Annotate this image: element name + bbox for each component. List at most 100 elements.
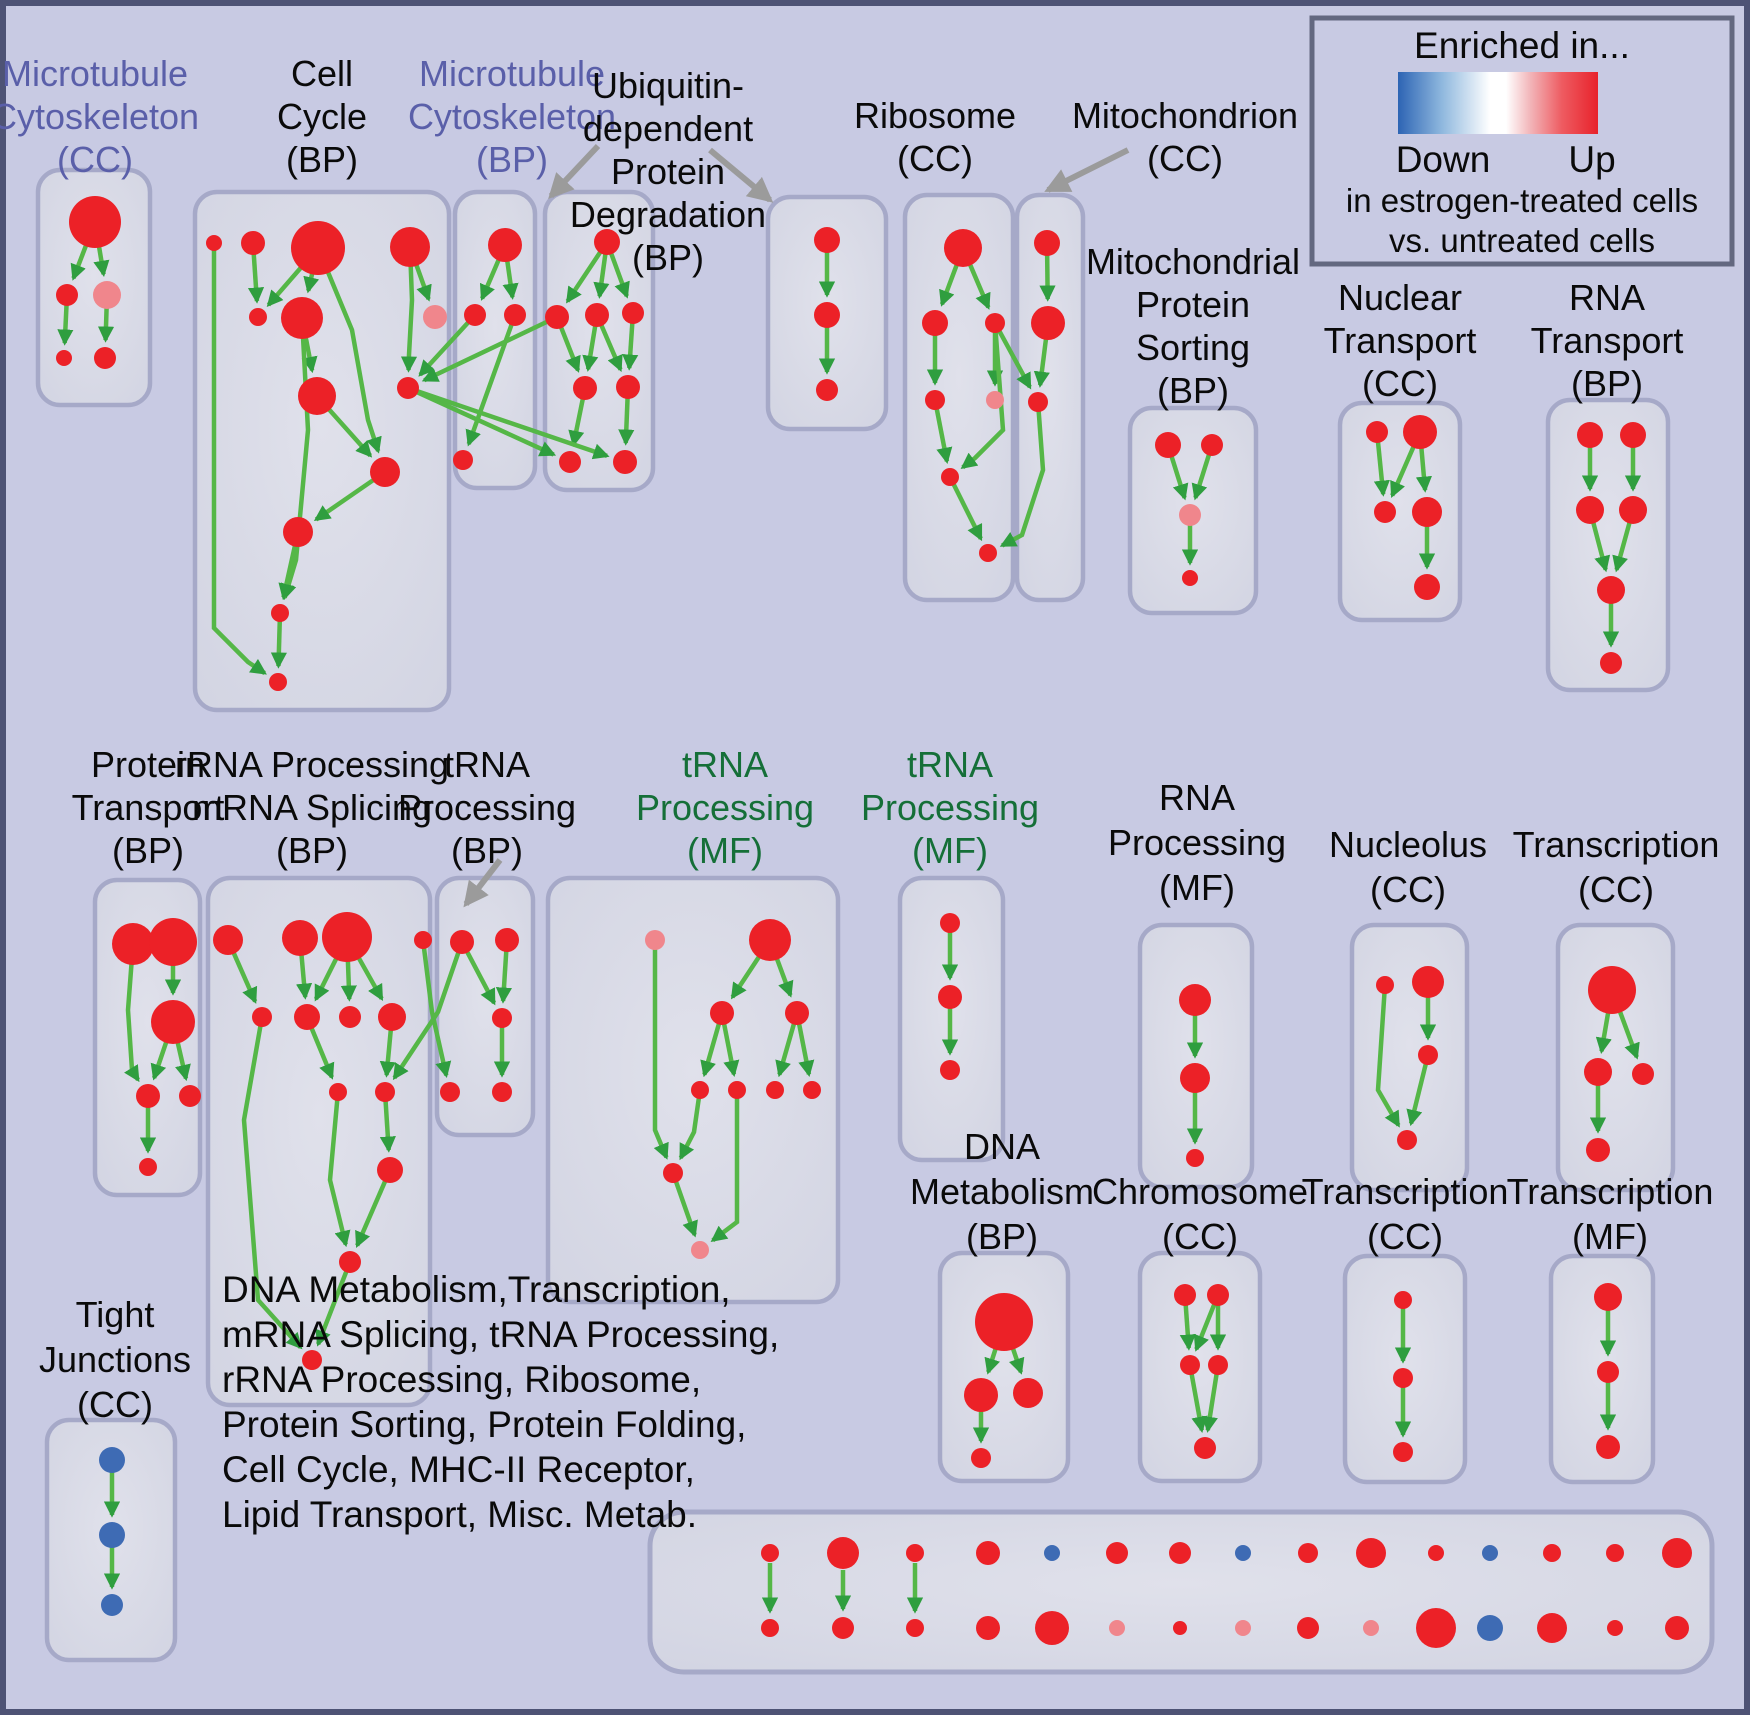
ubiquitin-right-pointer-icon (708, 147, 774, 203)
go-term-node (1662, 1538, 1692, 1568)
go-term-node (1179, 504, 1201, 526)
go-term-node (492, 1082, 512, 1102)
go-term-node (1363, 1620, 1379, 1636)
go-term-node (56, 350, 72, 366)
go-term-node (281, 297, 323, 339)
misc-terms-line: Lipid Transport, Misc. Metab. (222, 1494, 697, 1535)
go-term-node (271, 604, 289, 622)
go-term-node (1414, 574, 1440, 600)
go-term-node (1235, 1620, 1251, 1636)
edge-arrow (241, 1025, 303, 1350)
go-term-node (710, 1001, 734, 1025)
rna-transport-box (1545, 397, 1671, 693)
edge-arrow (247, 253, 265, 304)
edge-arrow (150, 1041, 169, 1081)
edge-arrow (325, 271, 382, 454)
go-term-node (1186, 1149, 1204, 1167)
go-term-node (206, 235, 222, 251)
edge-arrow (1191, 453, 1212, 501)
edge-arrow (678, 1097, 702, 1161)
go-term-node (1537, 1613, 1567, 1643)
edge-arrow (599, 324, 623, 373)
mitochondrial-protein-sorting-bp-label: Mitochondrial Protein Sorting (BP) (1086, 241, 1300, 411)
go-term-node (1194, 1437, 1216, 1459)
go-term-node (1109, 1620, 1125, 1636)
edge-arrow (622, 322, 639, 371)
go-term-node (1035, 1611, 1069, 1645)
edge-arrow (231, 951, 258, 1004)
edge-arrow (270, 620, 287, 669)
go-term-node (1607, 1620, 1623, 1636)
go-term-node (1180, 1063, 1210, 1093)
legend-title: Enriched in... (1414, 25, 1630, 66)
go-term-node (766, 1081, 784, 1099)
edge-arrow (414, 264, 432, 302)
go-term-node (495, 928, 519, 952)
go-term-node (1207, 1284, 1229, 1306)
go-term-node (282, 920, 318, 956)
go-term-node (906, 1619, 924, 1637)
misc-terms-line: rRNA Processing, Ribosome, (222, 1359, 701, 1400)
go-term-node (390, 227, 430, 267)
edge-arrow (97, 307, 115, 343)
edge-arrow (721, 1023, 740, 1077)
edge-arrow (340, 960, 357, 1002)
go-term-node (1397, 1130, 1417, 1150)
legend-subtitle-1: in estrogen-treated cells (1346, 182, 1698, 219)
go-term-node (291, 221, 345, 275)
go-term-node (1169, 1542, 1191, 1564)
edge-arrow (295, 954, 313, 1000)
edge-arrow (400, 265, 418, 373)
edge-arrow (1179, 1304, 1196, 1351)
go-term-node (136, 1084, 160, 1108)
go-term-node (149, 918, 197, 966)
go-term-node (453, 450, 473, 470)
go-term-node (1586, 1138, 1610, 1162)
edge-arrow (465, 950, 497, 1006)
go-term-node (1596, 1435, 1620, 1459)
edge-arrow (1591, 522, 1611, 573)
trna-processing-mf-2-label: tRNA Processing (MF) (861, 744, 1039, 871)
go-term-node (464, 304, 486, 326)
edge-arrow (582, 325, 599, 372)
edge-arrow (495, 950, 513, 1004)
go-term-node (241, 231, 265, 255)
go-term-node (761, 1544, 779, 1562)
go-term-node (1588, 966, 1636, 1014)
edge-arrow (934, 408, 953, 464)
go-term-node (1412, 966, 1444, 998)
dna-metabolism-bp-label: DNA Metabolism (BP) (910, 1126, 1094, 1257)
go-term-node (322, 912, 372, 962)
legend-subtitle-2: vs. untreated cells (1389, 222, 1655, 259)
edge-arrow (418, 320, 470, 377)
go-term-node (728, 1081, 746, 1099)
go-term-node (99, 1447, 125, 1473)
go-term-node (559, 451, 581, 473)
go-term-node (283, 517, 313, 547)
edge-arrow (1406, 1063, 1429, 1127)
edge-arrow (1193, 1303, 1217, 1352)
go-term-node (1576, 496, 1604, 524)
go-term-node (613, 450, 637, 474)
go-term-node (375, 1082, 395, 1102)
edge-arrow (673, 1180, 698, 1238)
rna-transport-bp-label: RNA Transport (BP) (1531, 277, 1684, 404)
go-term-node (585, 303, 609, 327)
edge-arrow (315, 1270, 349, 1347)
go-term-node (832, 1617, 854, 1639)
transcription-cc-label: Transcription (CC) (1513, 824, 1720, 910)
microtubule-cytoskeleton-bp-label: Microtubule Cytoskeleton (BP) (408, 53, 616, 180)
go-term-node (814, 227, 840, 253)
edge-arrow (266, 266, 303, 307)
go-term-node (329, 1083, 347, 1101)
go-term-node (691, 1241, 709, 1259)
go-term-node (1597, 576, 1625, 604)
go-term-node (1416, 1608, 1456, 1648)
go-term-node (761, 1619, 779, 1637)
go-term-node (294, 1004, 320, 1030)
go-term-node (1482, 1545, 1498, 1561)
go-term-node (504, 304, 526, 326)
go-term-node (944, 229, 982, 267)
edge-arrow (609, 252, 630, 299)
go-term-node (1600, 652, 1622, 674)
